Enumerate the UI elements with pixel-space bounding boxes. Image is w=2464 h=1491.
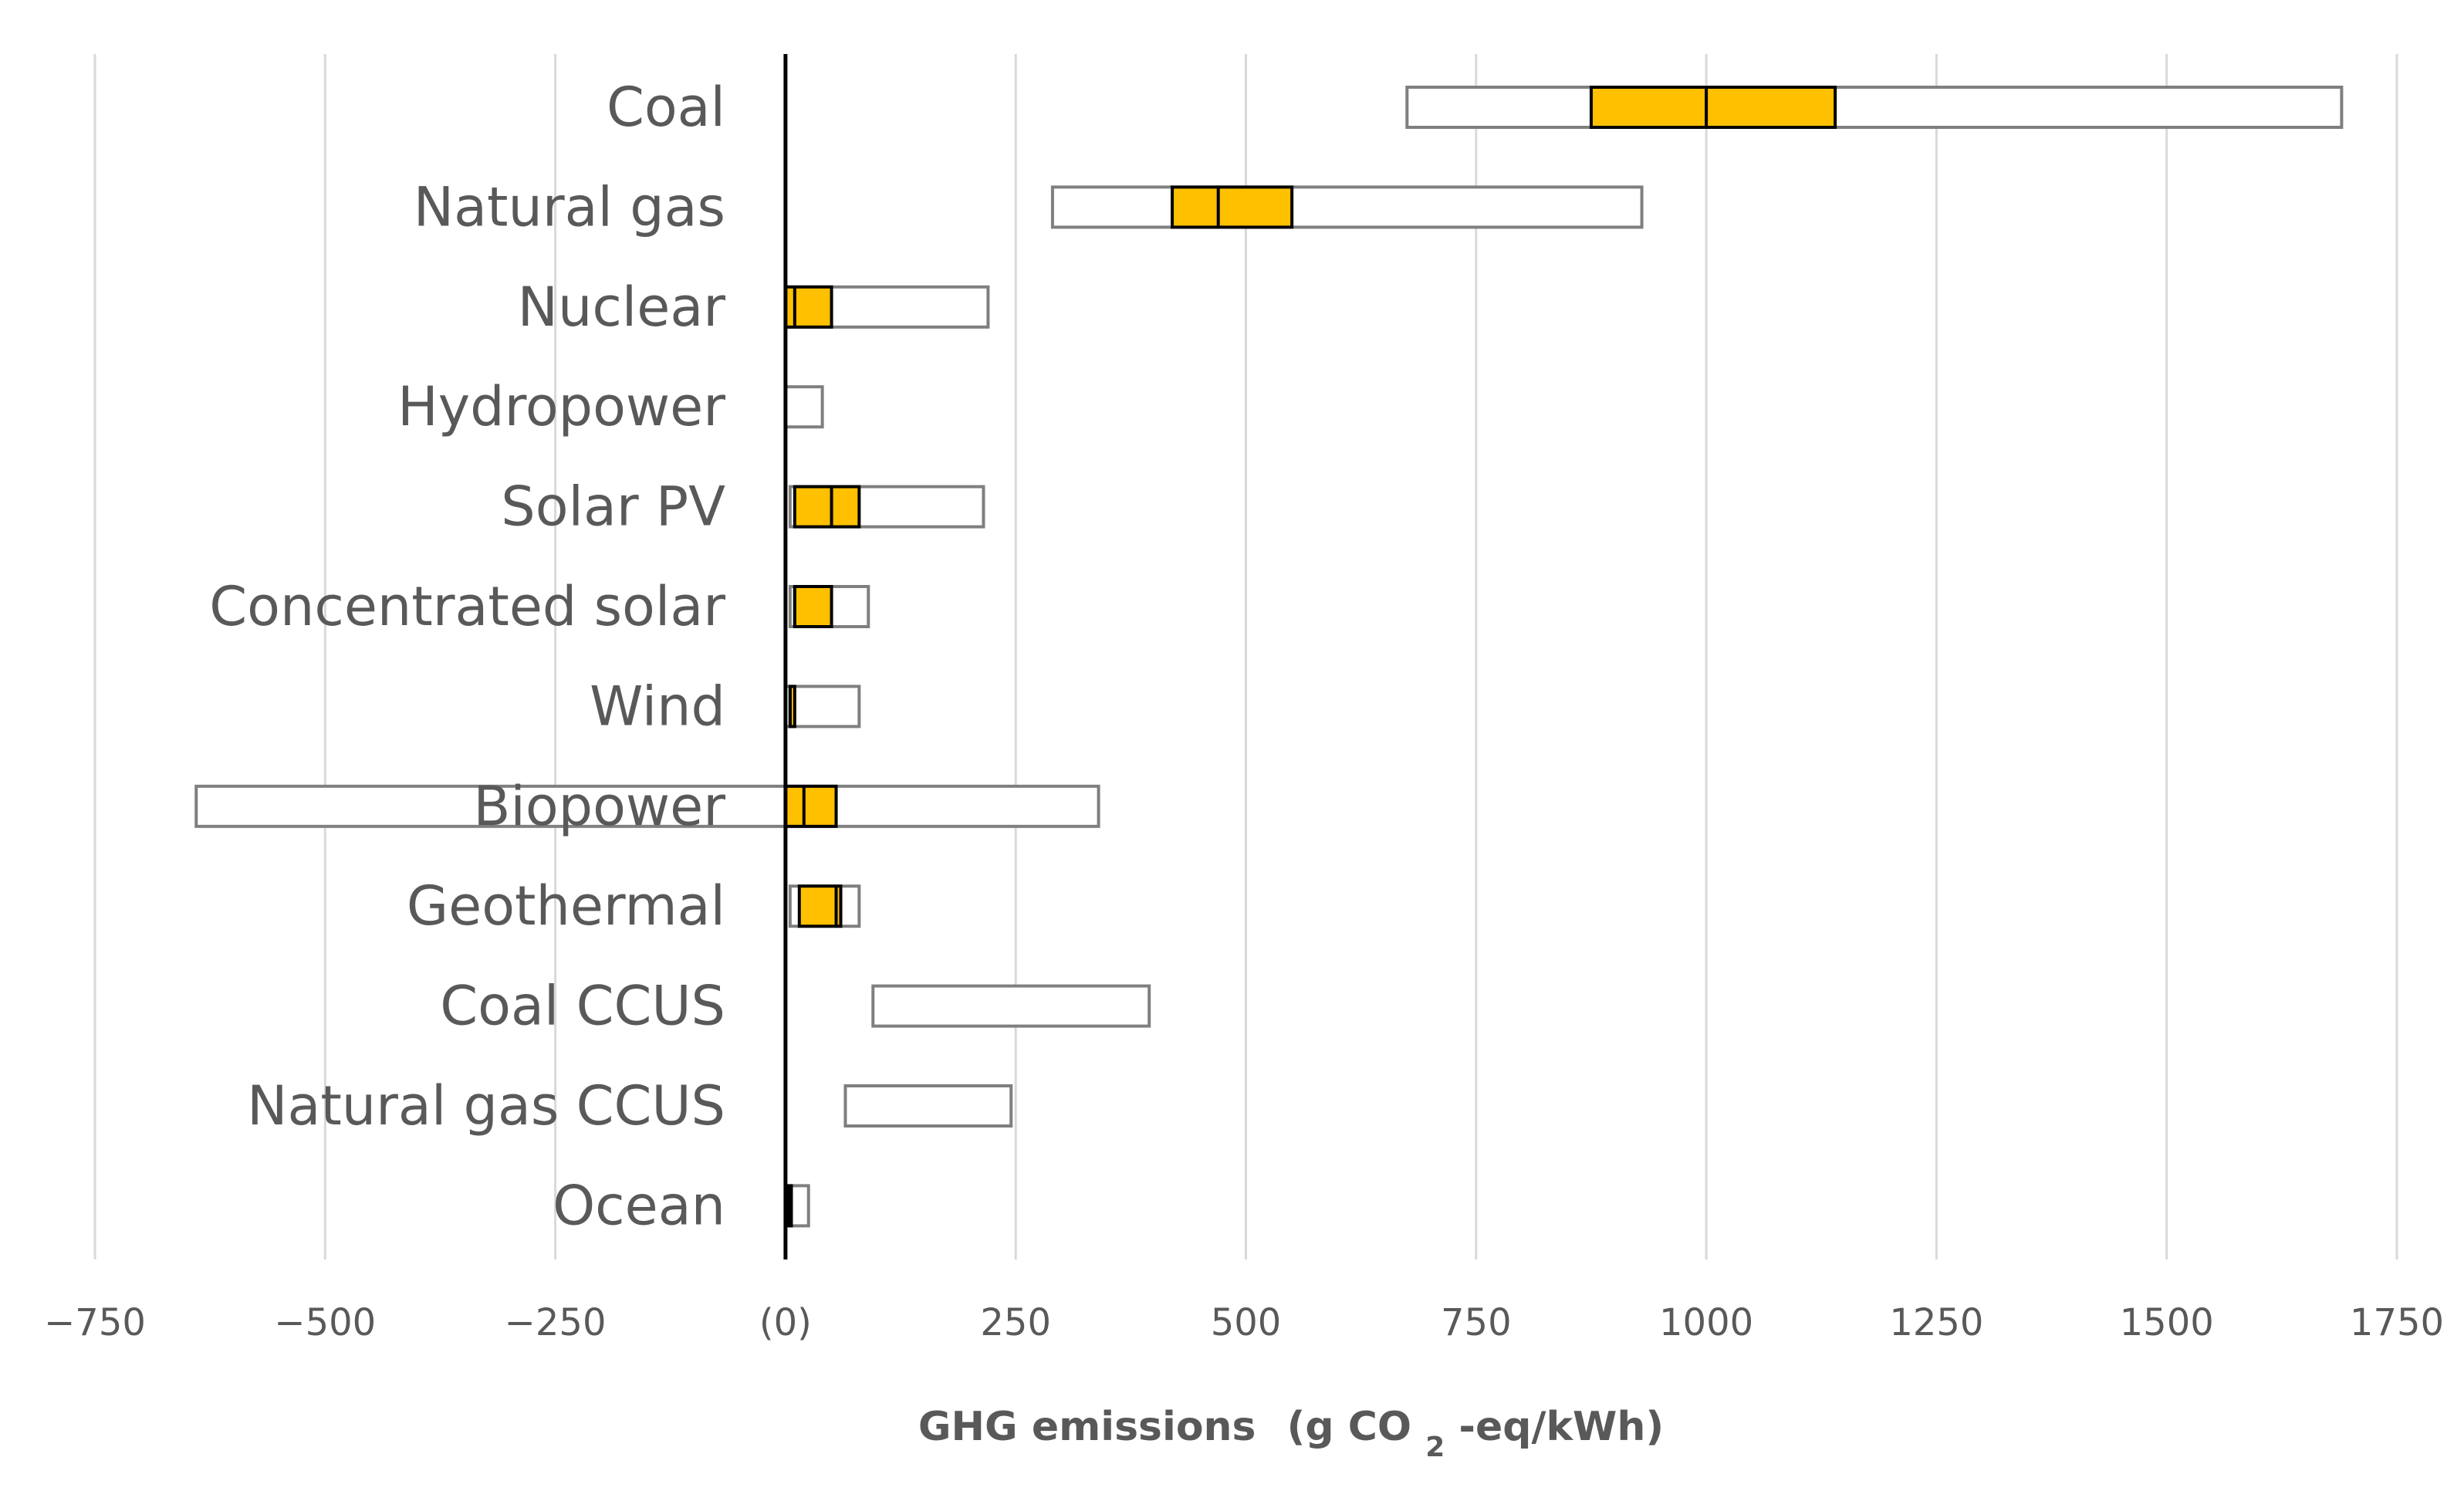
category-label: Concentrated solar	[209, 575, 725, 638]
x-tick-label: 1500	[2120, 1301, 2214, 1344]
category-label: Ocean	[553, 1174, 725, 1237]
x-axis-title-units-prefix: (g CO	[1287, 1404, 1411, 1450]
x-tick-label: −500	[274, 1301, 376, 1344]
category-label: Solar PV	[501, 475, 725, 539]
x-tick-label: 500	[1211, 1301, 1282, 1344]
x-axis-title-units-suffix: -eq/kWh)	[1458, 1404, 1664, 1450]
x-tick-label: −250	[505, 1301, 607, 1344]
category-label: Hydropower	[397, 375, 725, 438]
category-label: Natural gas CCUS	[247, 1074, 725, 1138]
iqr-box	[783, 285, 833, 329]
category-labels: Coal Natural gas Nuclear Hydropower Solar PV…	[209, 76, 725, 1237]
x-tick-label: 1250	[1889, 1301, 1983, 1344]
grid-lines	[93, 54, 2398, 1259]
x-tick-label: (0)	[759, 1301, 812, 1344]
x-tick-label: −750	[44, 1301, 146, 1344]
iqr-box	[793, 485, 861, 529]
category-label: Geothermal	[407, 874, 725, 938]
x-axis-title: GHG emissions (g CO 2 -eq/kWh)	[918, 1404, 1664, 1463]
iqr-box	[797, 884, 843, 928]
x-axis-title-main: GHG emissions	[918, 1404, 1256, 1450]
iqr-box	[793, 585, 833, 628]
category-label: Coal CCUS	[440, 975, 725, 1038]
category-label: Natural gas	[414, 175, 725, 238]
category-label: Wind	[590, 674, 725, 738]
x-tick-label: 250	[980, 1301, 1051, 1344]
x-tick-label: 1750	[2350, 1301, 2444, 1344]
interquartile-boxes	[783, 86, 1837, 1228]
category-label: Coal	[607, 76, 725, 139]
range-boxes	[194, 86, 2344, 1228]
x-tick-label: 1000	[1659, 1301, 1753, 1344]
x-tick-labels: −750 −500 −250 (0) 250 500 750 1000 1250 1500 1750	[44, 1301, 2444, 1344]
range-box	[1050, 185, 1644, 229]
category-label: Nuclear	[518, 276, 726, 339]
iqr-box	[1589, 86, 1837, 129]
range-box	[1405, 86, 2344, 129]
x-axis-title-units-subscript: 2	[1425, 1432, 1445, 1463]
range-box	[783, 385, 824, 429]
range-box	[871, 984, 1151, 1028]
x-tick-label: 750	[1441, 1301, 1512, 1344]
range-box	[783, 685, 861, 729]
iqr-box	[783, 784, 838, 828]
range-box	[194, 784, 1100, 828]
iqr-box	[1171, 185, 1294, 229]
range-box	[843, 1084, 1013, 1128]
category-label: Biopower	[473, 775, 725, 838]
